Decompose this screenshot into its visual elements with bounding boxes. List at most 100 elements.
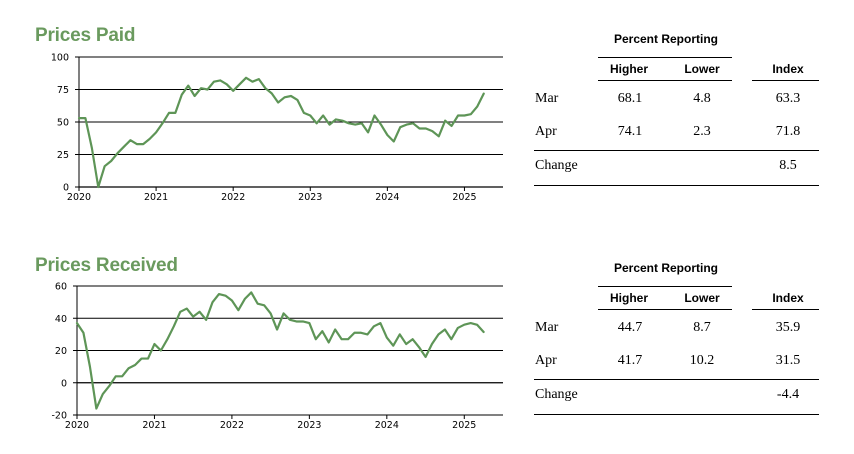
data-point	[277, 101, 279, 104]
data-point	[373, 325, 375, 327]
column-header-index: Index	[772, 62, 804, 76]
data-point	[231, 299, 233, 302]
y-tick-label: 0	[63, 183, 69, 194]
change-rule	[534, 379, 819, 380]
data-point	[424, 356, 427, 358]
data-point	[78, 117, 80, 119]
x-tick-label: 2022	[221, 192, 245, 203]
data-point	[187, 85, 189, 87]
data-point	[276, 328, 278, 331]
cell-apr-lower: 2.3	[693, 124, 711, 139]
data-point	[379, 322, 381, 324]
data-point	[213, 81, 215, 83]
data-point	[116, 152, 119, 154]
data-point	[412, 338, 414, 340]
data-point	[110, 160, 112, 162]
chart-title-prices-received: Prices Received	[35, 255, 178, 276]
data-point	[192, 316, 194, 318]
cell-apr-lower: 10.2	[689, 353, 715, 368]
data-point	[226, 83, 228, 85]
data-point	[463, 114, 466, 117]
y-tick-label: 100	[51, 53, 69, 64]
data-point	[316, 122, 318, 124]
data-point	[121, 375, 123, 377]
data-point	[95, 407, 97, 410]
data-point	[173, 325, 175, 327]
data-point	[108, 385, 110, 387]
y-tick-label: 20	[55, 346, 67, 357]
cell-mar-lower: 8.7	[693, 320, 711, 335]
column-rule	[752, 309, 819, 310]
data-point	[296, 99, 298, 101]
data-point	[360, 332, 362, 334]
data-point	[205, 319, 207, 321]
header-rule	[598, 57, 732, 58]
data-point	[437, 333, 440, 335]
data-point	[431, 130, 433, 132]
x-tick-label: 2023	[298, 192, 322, 203]
data-point	[168, 112, 170, 114]
y-tick-label: 25	[57, 150, 69, 161]
data-point	[321, 330, 323, 332]
change-rule	[534, 150, 819, 151]
data-point	[232, 90, 234, 92]
row-label-apr: Apr	[535, 353, 557, 368]
data-point	[341, 338, 343, 340]
data-point	[335, 118, 337, 120]
bottom-rule	[534, 185, 819, 186]
data-point	[367, 131, 369, 133]
x-tick-label: 2024	[375, 192, 399, 203]
x-tick-label: 2020	[65, 420, 89, 431]
row-label-apr: Apr	[535, 124, 557, 139]
data-point	[102, 393, 104, 395]
data-point	[295, 320, 298, 323]
chart-title-prices-paid: Prices Paid	[35, 25, 136, 46]
data-point	[245, 77, 247, 79]
data-point	[463, 324, 465, 326]
column-header-lower: Lower	[684, 291, 720, 305]
column-header-index: Index	[772, 291, 804, 305]
data-point	[399, 126, 401, 128]
data-point	[348, 122, 350, 124]
data-point	[470, 113, 472, 115]
data-point	[84, 117, 86, 119]
data-point	[200, 87, 202, 89]
data-point	[309, 114, 311, 117]
data-point	[186, 307, 188, 310]
data-point	[303, 112, 305, 114]
data-point	[444, 120, 446, 122]
bottom-rule	[534, 414, 819, 415]
data-point	[129, 139, 132, 141]
x-tick-label: 2024	[375, 420, 399, 431]
data-point	[257, 303, 259, 305]
series-line	[75, 291, 485, 410]
data-point	[457, 327, 459, 329]
data-point	[302, 320, 304, 323]
data-point	[450, 125, 453, 127]
cell-apr-higher: 41.7	[617, 353, 643, 368]
row-label-mar: Mar	[535, 91, 559, 106]
data-point	[282, 312, 285, 315]
data-point	[334, 328, 336, 331]
data-point	[270, 312, 272, 315]
data-point	[91, 147, 93, 149]
data-point	[483, 331, 485, 333]
data-point	[218, 293, 220, 295]
data-point	[251, 81, 254, 83]
data-point	[366, 333, 369, 335]
x-tick-label: 2025	[452, 192, 476, 203]
data-point	[476, 324, 478, 326]
data-point	[450, 338, 452, 340]
data-point	[147, 357, 149, 360]
data-point	[361, 122, 363, 124]
data-point	[444, 328, 446, 331]
y-tick-label: 0	[61, 378, 67, 389]
data-point	[470, 322, 472, 324]
data-point	[194, 95, 196, 97]
data-point	[353, 332, 356, 334]
data-point	[476, 105, 478, 107]
data-point	[418, 346, 420, 348]
data-point	[258, 78, 260, 80]
data-point	[160, 349, 162, 352]
column-header-higher: Higher	[609, 291, 648, 305]
